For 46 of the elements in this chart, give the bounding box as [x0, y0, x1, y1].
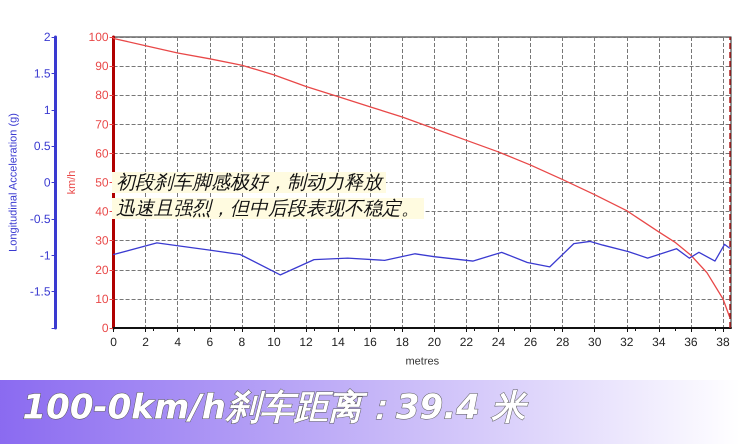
line-series: [112, 240, 730, 276]
x-tick-label: 26: [524, 335, 538, 349]
y2-tick-label: 2: [44, 30, 51, 44]
y-tick-label: 60: [95, 146, 109, 160]
y-tick-label: 70: [95, 117, 109, 132]
y-axis-title: km/h: [66, 170, 78, 194]
x-tick-label: 20: [428, 335, 442, 349]
y-tick-label: 0: [102, 321, 109, 335]
y-tick-label: 20: [95, 262, 109, 277]
y2-tick-label: 0: [44, 176, 51, 190]
y2-tick-label: 1.5: [34, 66, 51, 80]
x-tick-label: 36: [684, 335, 698, 349]
x-tick-label: 6: [206, 335, 214, 349]
y2-tick-label: -1.5: [30, 284, 51, 299]
x-axis-title: metres: [405, 356, 440, 368]
y-tick-label: 90: [95, 59, 109, 74]
x-tick-label: 30: [588, 335, 602, 349]
x-tick-label: 16: [363, 335, 378, 349]
y-tick-label: 30: [95, 234, 109, 248]
y-tick-label: 80: [95, 88, 109, 102]
x-tick-label: 10: [267, 335, 281, 349]
annotation: 初段刹车脚感极好，制动力释放: [116, 172, 384, 194]
x-tick-label: 2: [142, 335, 150, 349]
x-tick-label: 14: [331, 335, 346, 349]
y-tick-label: 50: [95, 176, 109, 190]
y2-tick-label: 0.5: [34, 139, 51, 154]
x-tick-label: 18: [396, 335, 410, 349]
x-tick-label: 12: [299, 335, 314, 349]
text: 100-0km/h刹车距离：39.4 米: [22, 388, 529, 428]
x-tick-label: 8: [238, 335, 246, 349]
y2-axis-title: Longitudinal Acceleration (g): [8, 113, 20, 252]
x-tick-label: 28: [556, 335, 570, 349]
y-tick-label: 10: [95, 292, 109, 306]
x-tick-label: 34: [652, 335, 666, 349]
x-tick-label: 24: [492, 335, 506, 349]
y2-tick-label: -1: [40, 248, 51, 262]
y2-tick-label: 1: [44, 102, 51, 117]
x-tick-label: 38: [716, 335, 730, 349]
x-tick-label: 0: [110, 335, 118, 349]
x-tick-label: 32: [620, 335, 634, 349]
annotation: 迅速且强烈，但中后段表现不稳定。: [116, 198, 420, 220]
x-tick-label: 22: [460, 335, 474, 349]
y-tick-label: 40: [95, 204, 109, 219]
x-tick-label: 4: [174, 335, 182, 349]
y2-tick-label: -0.5: [30, 212, 51, 226]
y-tick-label: 100: [88, 30, 109, 44]
